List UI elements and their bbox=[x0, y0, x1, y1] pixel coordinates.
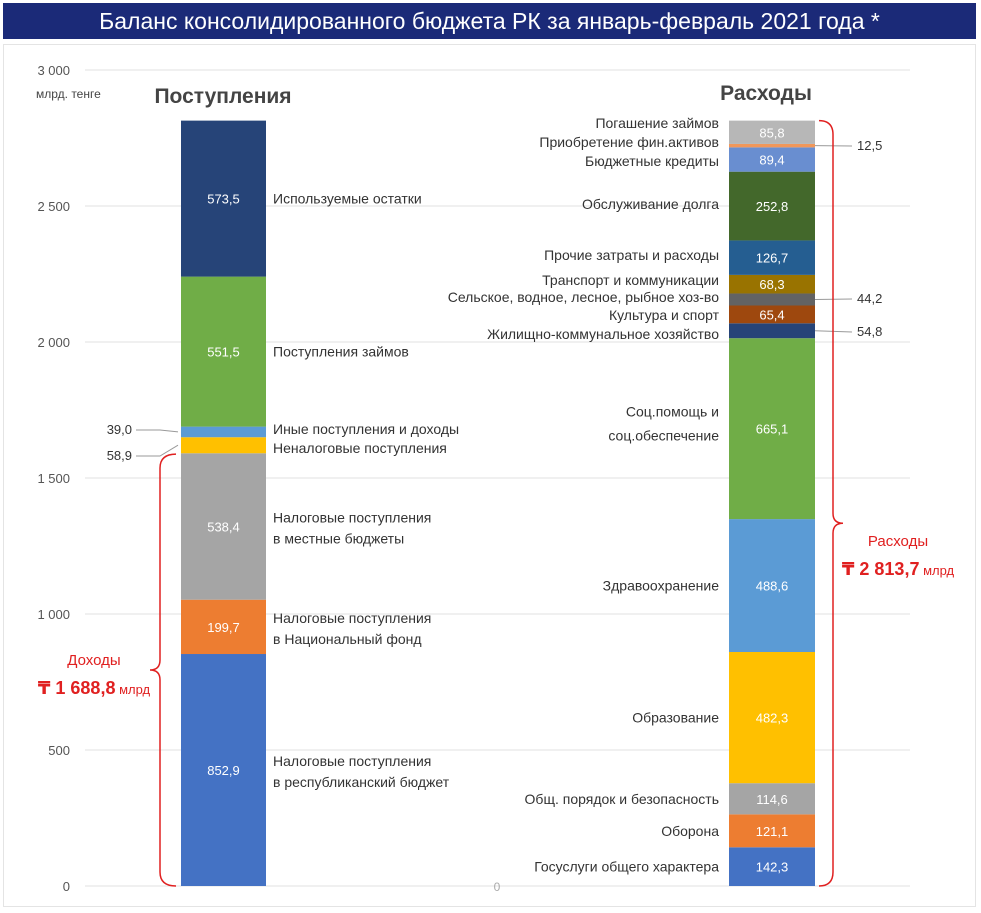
bar-segment bbox=[729, 305, 815, 324]
category-label: Налоговые поступления bbox=[273, 509, 431, 525]
data-label: 573,5 bbox=[207, 192, 240, 207]
category-label: Оборона bbox=[661, 823, 719, 839]
category-label: Прочие затраты и расходы bbox=[544, 247, 719, 263]
category-label: Обслуживание долга bbox=[582, 196, 719, 212]
category-label: Жилищно-коммунальное хозяйство bbox=[487, 326, 719, 342]
data-label: 665,1 bbox=[756, 422, 789, 437]
bar-segment bbox=[729, 338, 815, 520]
bar-segment bbox=[729, 847, 815, 886]
data-label: 551,5 bbox=[207, 345, 240, 360]
data-label: 121,1 bbox=[756, 824, 789, 839]
bar-segment bbox=[729, 519, 815, 652]
data-label: 65,4 bbox=[759, 307, 784, 322]
bar-segment bbox=[181, 120, 266, 277]
bar-segment bbox=[729, 651, 815, 784]
y-tick-label: 2 000 bbox=[37, 335, 70, 350]
data-label: 252,8 bbox=[756, 199, 789, 214]
category-label: Здравоохранение bbox=[603, 578, 720, 594]
y-tick-label: 1 500 bbox=[37, 471, 70, 486]
data-label: 85,8 bbox=[759, 125, 784, 140]
data-label: 39,0 bbox=[107, 422, 132, 437]
bar-segment bbox=[729, 240, 815, 275]
column-title: Расходы bbox=[720, 82, 812, 105]
y-tick-label: 1 000 bbox=[37, 607, 70, 622]
chart-title: Баланс консолидированного бюджета РК за … bbox=[3, 3, 976, 39]
expense-bracket bbox=[818, 119, 844, 887]
data-label: 126,7 bbox=[756, 251, 789, 266]
category-label: Госуслуги общего характера bbox=[534, 859, 719, 875]
category-label: Иные поступления и доходы bbox=[273, 421, 459, 437]
bar-segment bbox=[181, 654, 266, 886]
data-label: 89,4 bbox=[759, 153, 784, 168]
bar-segment bbox=[729, 171, 815, 241]
data-label: 44,2 bbox=[857, 291, 882, 306]
category-label: в местные бюджеты bbox=[273, 530, 404, 546]
column-title: Поступления bbox=[154, 85, 291, 108]
bar-segment bbox=[181, 276, 266, 427]
y-tick-label: 500 bbox=[48, 743, 70, 758]
bar-segment bbox=[729, 783, 815, 815]
data-label: 68,3 bbox=[759, 277, 784, 292]
bar-segment bbox=[729, 147, 815, 172]
category-label: Приобретение фин.активов bbox=[539, 134, 719, 150]
category-label: Поступления займов bbox=[273, 344, 409, 360]
data-label: 852,9 bbox=[207, 763, 240, 778]
data-label: 12,5 bbox=[857, 138, 882, 153]
chart-frame bbox=[3, 44, 976, 907]
category-label: Культура и спорт bbox=[609, 307, 720, 323]
stray-zero-label: 0 bbox=[494, 880, 501, 894]
category-label: Погашение займов bbox=[595, 115, 719, 131]
data-label: 142,3 bbox=[756, 860, 789, 875]
income-total-name: Доходы bbox=[67, 652, 120, 669]
category-label: Налоговые поступления bbox=[273, 753, 431, 769]
category-label: в республиканский бюджет bbox=[273, 774, 450, 790]
data-label: 58,9 bbox=[107, 448, 132, 463]
category-label: Налоговые поступления bbox=[273, 610, 431, 626]
leader-line bbox=[136, 444, 179, 457]
y-tick-label: 3 000 bbox=[37, 63, 70, 78]
y-unit-label: млрд. тенге bbox=[36, 87, 101, 101]
bar-segment bbox=[181, 426, 266, 438]
bar-segment bbox=[729, 274, 815, 294]
expense-total-name: Расходы bbox=[868, 533, 928, 550]
leader-line bbox=[136, 429, 179, 433]
data-label: 482,3 bbox=[756, 711, 789, 726]
data-label: 54,8 bbox=[857, 324, 882, 339]
income-total-value: ₸ 1 688,8 млрд bbox=[38, 678, 151, 698]
category-label: Сельское, водное, лесное, рыбное хоз-во bbox=[448, 289, 719, 305]
y-tick-label: 2 500 bbox=[37, 199, 70, 214]
category-label: Общ. порядок и безопасность bbox=[525, 791, 719, 807]
bar-segment bbox=[729, 323, 815, 339]
category-label: Транспорт и коммуникации bbox=[542, 272, 719, 288]
bar-segment bbox=[729, 814, 815, 848]
bar-segment bbox=[729, 293, 815, 306]
expense-total-value: ₸ 2 813,7 млрд bbox=[842, 559, 955, 579]
data-label: 199,7 bbox=[207, 620, 240, 635]
category-label: в Национальный фонд bbox=[273, 631, 422, 647]
category-label: Бюджетные кредиты bbox=[585, 153, 719, 169]
data-label: 488,6 bbox=[756, 579, 789, 594]
category-label: Образование bbox=[632, 710, 719, 726]
category-label: Неналоговые поступления bbox=[273, 440, 447, 456]
y-tick-label: 0 bbox=[63, 879, 70, 894]
category-label: Соц.помощь и bbox=[626, 404, 719, 420]
bar-segment bbox=[181, 437, 266, 454]
category-label: соц.обеспечение bbox=[608, 428, 719, 444]
data-label: 114,6 bbox=[756, 792, 788, 807]
bar-segment bbox=[729, 143, 815, 148]
category-label: Используемые остатки bbox=[273, 191, 422, 207]
data-label: 538,4 bbox=[207, 519, 240, 534]
bar-segment bbox=[181, 599, 266, 655]
income-bracket bbox=[149, 453, 177, 887]
bar-segment bbox=[181, 453, 266, 600]
bar-segment bbox=[729, 120, 815, 144]
